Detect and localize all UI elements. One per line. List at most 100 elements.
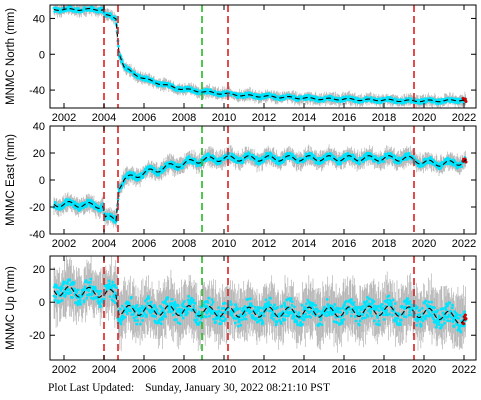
data-point — [99, 289, 103, 293]
data-point — [206, 301, 210, 304]
data-point — [149, 311, 153, 315]
panel-2: 2002 2004 2006 2008 2010 2012 2014 2016 2018 2020… — [5, 121, 477, 250]
data-point — [307, 156, 310, 160]
y-tick-label: 40 — [33, 121, 45, 133]
data-point — [155, 308, 159, 312]
data-point — [216, 313, 220, 317]
x-tick-label: 2012 — [252, 238, 276, 250]
data-point — [98, 302, 102, 306]
data-point — [177, 307, 181, 311]
data-point — [292, 315, 296, 319]
data-point — [99, 304, 103, 308]
data-point — [276, 306, 279, 309]
data-point — [224, 317, 228, 321]
data-point — [96, 204, 100, 208]
data-point — [220, 311, 223, 314]
data-point — [321, 160, 325, 164]
data-point — [70, 296, 74, 299]
data-point — [240, 318, 244, 322]
x-tick-label: 2018 — [372, 238, 396, 250]
data-point — [460, 165, 463, 169]
plot-area — [52, 5, 468, 108]
data-point — [144, 305, 148, 308]
data-point — [261, 155, 264, 159]
data-point — [65, 198, 69, 201]
data-point — [123, 315, 127, 319]
data-point — [88, 280, 92, 284]
data-point — [139, 322, 142, 326]
data-point — [186, 298, 190, 302]
data-point — [121, 304, 124, 308]
data-point — [178, 322, 182, 326]
data-point — [275, 320, 279, 324]
data-point — [411, 155, 415, 158]
data-point — [117, 44, 120, 48]
data-point — [269, 303, 273, 307]
data-point — [150, 77, 154, 81]
data-point — [429, 157, 433, 161]
data-point — [181, 166, 185, 169]
data-point — [204, 315, 208, 319]
panel-3: 2002 2004 2006 2008 2010 2012 2014 2016 2018 2020… — [5, 255, 477, 376]
data-point — [150, 164, 153, 168]
data-point — [232, 153, 236, 157]
data-point — [371, 155, 375, 159]
data-point — [126, 312, 129, 316]
data-point — [139, 309, 143, 313]
x-tick-label: 2018 — [372, 112, 396, 124]
data-point — [175, 318, 178, 321]
data-point — [283, 303, 287, 307]
y-axis-label: MNMC East (mm) — [5, 134, 17, 226]
data-point — [223, 301, 227, 305]
x-tick-label: 2012 — [252, 112, 276, 124]
data-point — [305, 315, 309, 319]
data-point — [63, 204, 66, 208]
data-point — [59, 289, 63, 292]
data-point — [135, 315, 138, 319]
x-tick-label: 2008 — [172, 112, 196, 124]
data-point — [345, 157, 349, 161]
data-point — [324, 158, 328, 162]
data-point — [90, 296, 93, 300]
data-point — [255, 317, 259, 320]
data-point — [284, 314, 288, 318]
data-point — [297, 311, 301, 315]
data-point — [293, 305, 296, 309]
data-point — [163, 168, 166, 172]
x-tick-label: 2010 — [212, 238, 236, 250]
x-tick-label: 2020 — [412, 112, 436, 124]
data-point — [239, 323, 243, 327]
data-point — [363, 158, 367, 162]
data-point — [195, 318, 199, 322]
data-point — [112, 299, 115, 303]
data-point — [55, 286, 59, 289]
plot-area — [52, 144, 468, 229]
data-point — [113, 283, 117, 287]
data-point — [129, 309, 133, 313]
data-point — [217, 306, 220, 310]
data-point — [325, 314, 328, 318]
data-point — [338, 307, 342, 311]
data-point — [320, 323, 324, 327]
data-point — [233, 321, 237, 325]
data-point — [307, 311, 311, 315]
data-point — [121, 60, 124, 63]
data-point — [274, 323, 278, 327]
plot-frame — [49, 4, 477, 109]
data-point — [312, 303, 315, 307]
data-point — [191, 298, 195, 302]
recent-point — [463, 97, 467, 101]
data-point — [174, 307, 178, 310]
data-point — [249, 91, 253, 95]
data-point — [204, 159, 208, 163]
data-point — [295, 320, 299, 324]
data-point — [77, 293, 81, 297]
data-point — [210, 303, 214, 307]
y-tick-label: -40 — [29, 229, 45, 241]
data-point — [79, 207, 83, 211]
data-point — [301, 322, 304, 326]
data-point — [192, 305, 196, 308]
data-point — [149, 300, 153, 304]
panel-1: 2002 2004 2006 2008 2010 2012 2014 2016 2018 2020… — [5, 4, 477, 124]
